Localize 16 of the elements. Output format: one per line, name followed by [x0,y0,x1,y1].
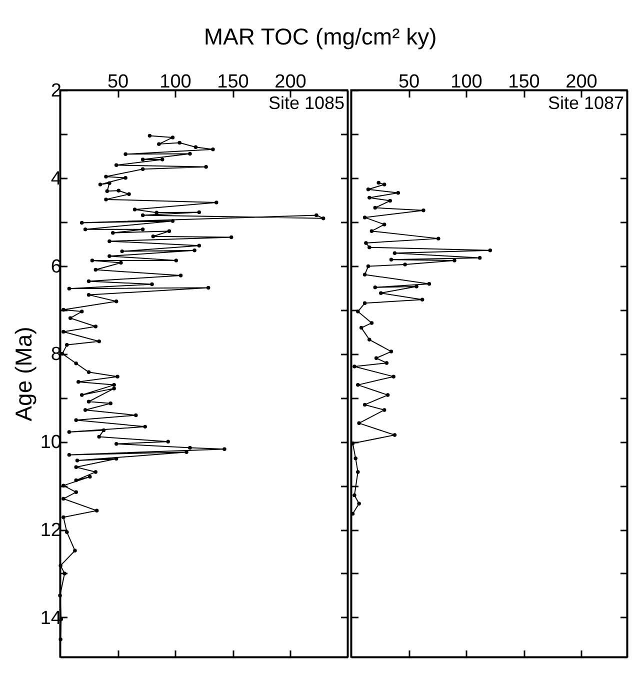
x-tick-label: 50 [398,72,420,92]
x-tick-label: 150 [508,72,540,92]
y-tick-label: 14 [40,608,62,629]
y-tick-label: 12 [40,520,62,542]
y-axis-title: Age (Ma) [10,326,36,422]
x-tick-label: 100 [160,72,192,92]
x-tick-label: 200 [274,72,306,92]
y-tick-label: 2 [50,80,62,102]
x-axis-title: MAR TOC (mg/cm² ky) [204,23,437,50]
x-tick-label: 150 [217,72,249,92]
x-tick-label: 50 [107,72,129,92]
y-tick-label: 4 [50,168,62,190]
x-tick-label: 200 [566,72,598,92]
x-tick-label: 100 [450,72,482,92]
annotation: Site 1085 [268,93,344,113]
annotation: Site 1087 [548,93,624,113]
